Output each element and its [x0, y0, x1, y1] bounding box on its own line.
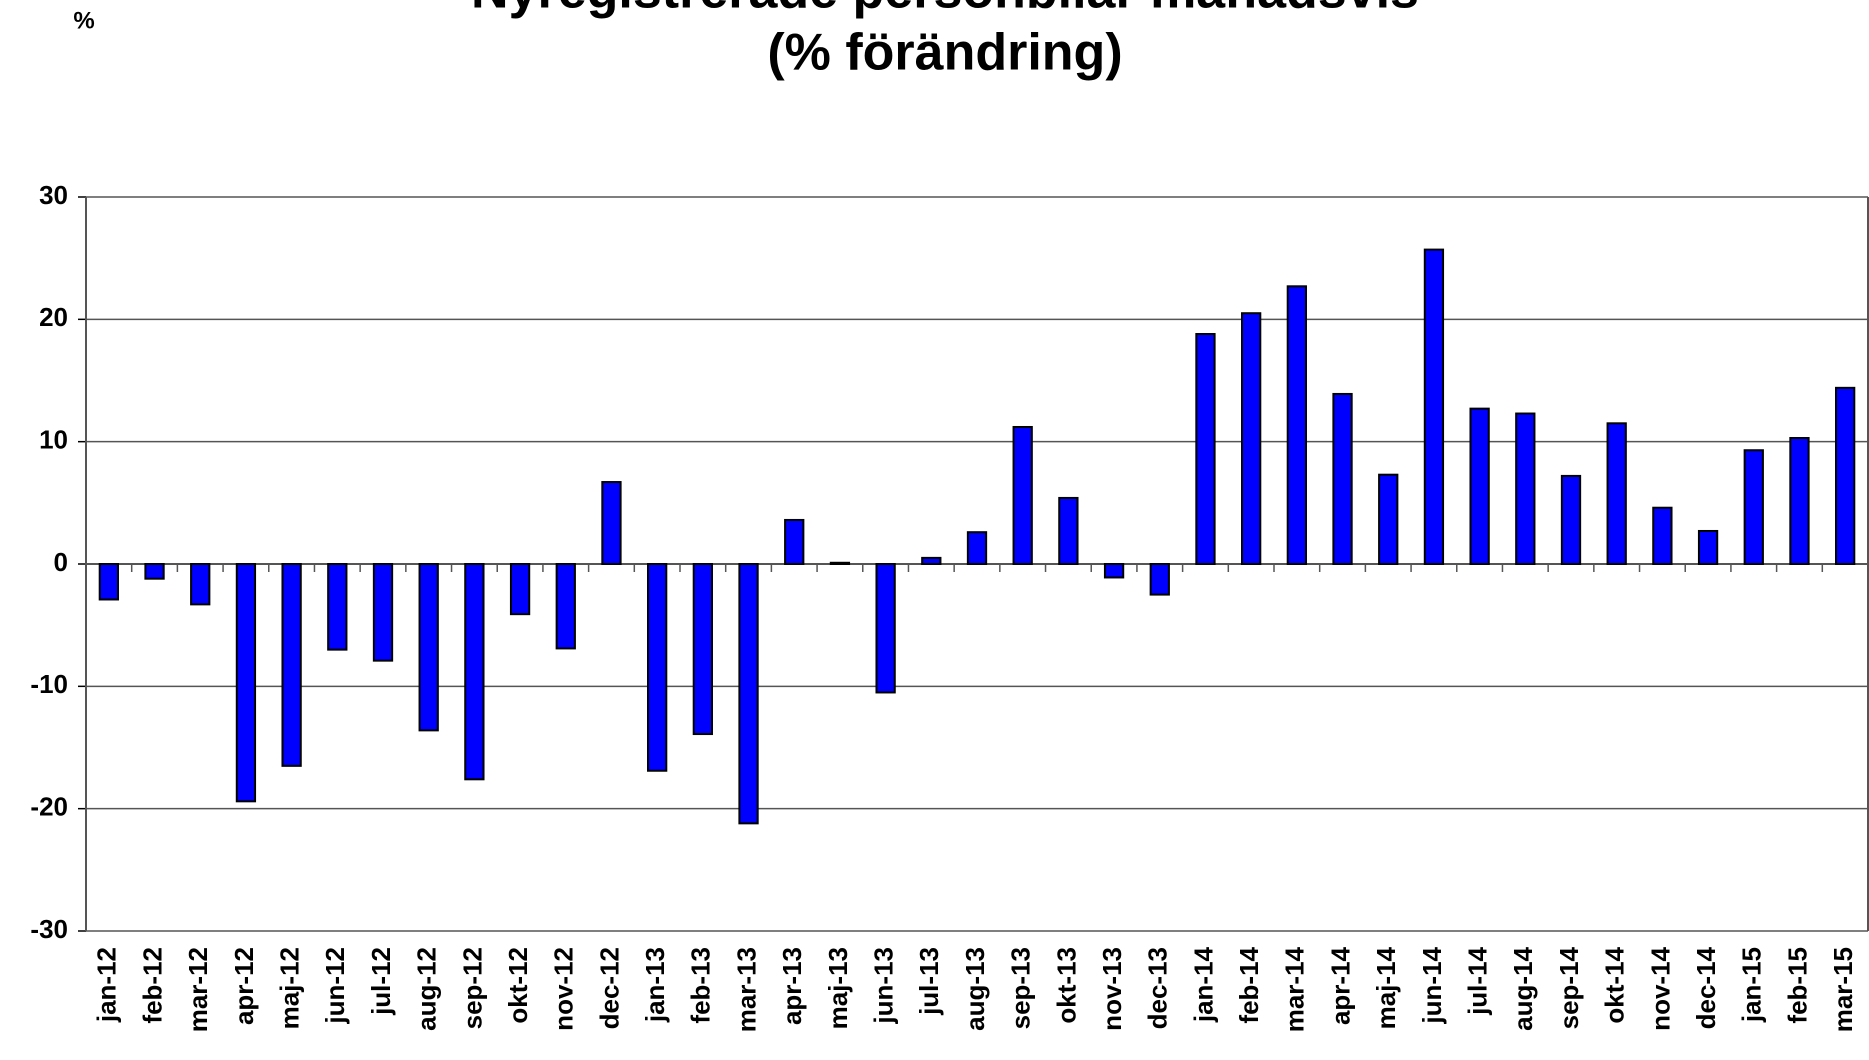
x-tick-label: jun-14	[1417, 946, 1447, 1024]
bar	[1835, 386, 1856, 565]
bar	[1378, 473, 1399, 565]
x-tick-label: mar-12	[183, 947, 213, 1032]
bar	[692, 563, 713, 736]
x-tick-label: jun-12	[320, 947, 350, 1025]
x-tick-label: apr-12	[229, 947, 259, 1025]
bar	[1423, 248, 1445, 565]
bar	[647, 563, 668, 772]
x-tick-label: aug-12	[412, 947, 442, 1031]
x-tick-label: nov-12	[549, 947, 579, 1031]
bar	[1332, 392, 1353, 565]
bar	[144, 563, 165, 580]
x-tick-label: jan-15	[1737, 947, 1767, 1023]
y-tick-label: 30	[39, 180, 68, 210]
bar	[1012, 425, 1033, 565]
bar	[509, 563, 531, 616]
y-tick-label: -20	[30, 792, 68, 822]
x-tick-label: jun-13	[868, 947, 898, 1025]
bar	[1652, 506, 1673, 565]
x-tick-label: mar-15	[1828, 947, 1858, 1032]
bar	[235, 563, 257, 803]
x-tick-label: maj-13	[823, 947, 853, 1029]
x-tick-label: aug-14	[1508, 946, 1538, 1030]
bar	[190, 563, 211, 606]
x-tick-label: apr-14	[1325, 946, 1355, 1025]
x-tick-label: jul-12	[366, 947, 396, 1016]
x-tick-label: feb-12	[137, 947, 167, 1024]
x-tick-label: sep-12	[457, 947, 487, 1029]
bar	[1560, 474, 1582, 566]
bar	[464, 563, 485, 781]
bar	[1241, 312, 1262, 566]
bar	[98, 563, 119, 601]
y-tick-label: 0	[54, 547, 68, 577]
bar	[1606, 422, 1627, 566]
x-tick-label: mar-13	[731, 947, 761, 1032]
x-tick-label: aug-13	[960, 947, 990, 1031]
x-tick-label: feb-15	[1782, 947, 1812, 1024]
bar	[1103, 563, 1125, 579]
x-tick-label: feb-13	[686, 947, 716, 1024]
bar	[418, 563, 439, 732]
bar	[1515, 412, 1536, 565]
bar	[829, 561, 851, 566]
bar	[1743, 449, 1764, 566]
x-tick-label: okt-12	[503, 947, 533, 1024]
bar	[966, 531, 988, 566]
x-tick-label: dec-12	[594, 947, 624, 1029]
x-tick-label: okt-13	[1051, 947, 1081, 1024]
x-tick-label: jul-13	[914, 947, 944, 1016]
bar	[1195, 333, 1216, 565]
x-tick-label: dec-13	[1143, 947, 1173, 1029]
bar	[921, 556, 942, 566]
x-tick-label: jan-12	[92, 947, 122, 1023]
x-tick-label: sep-13	[1006, 947, 1036, 1029]
y-tick-label: -10	[30, 669, 68, 699]
bar	[327, 563, 348, 651]
x-tick-label: nov-13	[1097, 947, 1127, 1031]
x-tick-label: feb-14	[1234, 946, 1264, 1023]
bar	[281, 563, 302, 767]
bar	[1789, 436, 1810, 566]
y-axis-label: %	[73, 7, 94, 34]
x-tick-label: nov-14	[1645, 946, 1675, 1030]
x-tick-label: jul-14	[1462, 946, 1492, 1015]
bar	[1697, 529, 1719, 565]
bar	[1149, 563, 1170, 596]
bar	[738, 563, 759, 825]
chart-title: Nyregistrerade personbilar månadsvis	[471, 0, 1419, 20]
x-tick-label: maj-14	[1371, 946, 1401, 1029]
x-tick-label: jan-14	[1188, 946, 1218, 1023]
bar	[1469, 407, 1490, 565]
y-tick-label: 10	[39, 425, 68, 455]
y-tick-label: 20	[39, 302, 68, 332]
x-tick-label: sep-14	[1554, 946, 1584, 1029]
bar	[1286, 285, 1307, 565]
y-tick-label: -30	[30, 914, 68, 944]
x-tick-label: mar-14	[1280, 946, 1310, 1032]
bar	[875, 563, 896, 694]
x-tick-label: okt-14	[1600, 946, 1630, 1023]
bar	[784, 518, 805, 566]
bar	[555, 563, 576, 650]
x-tick-label: apr-13	[777, 947, 807, 1025]
bar	[1058, 496, 1079, 565]
bar	[601, 481, 622, 565]
x-tick-label: maj-12	[274, 947, 304, 1029]
x-tick-label: jan-13	[640, 947, 670, 1023]
chart-subtitle: (% förändring)	[767, 24, 1122, 82]
bar	[372, 563, 394, 662]
x-tick-label: dec-14	[1691, 946, 1721, 1029]
